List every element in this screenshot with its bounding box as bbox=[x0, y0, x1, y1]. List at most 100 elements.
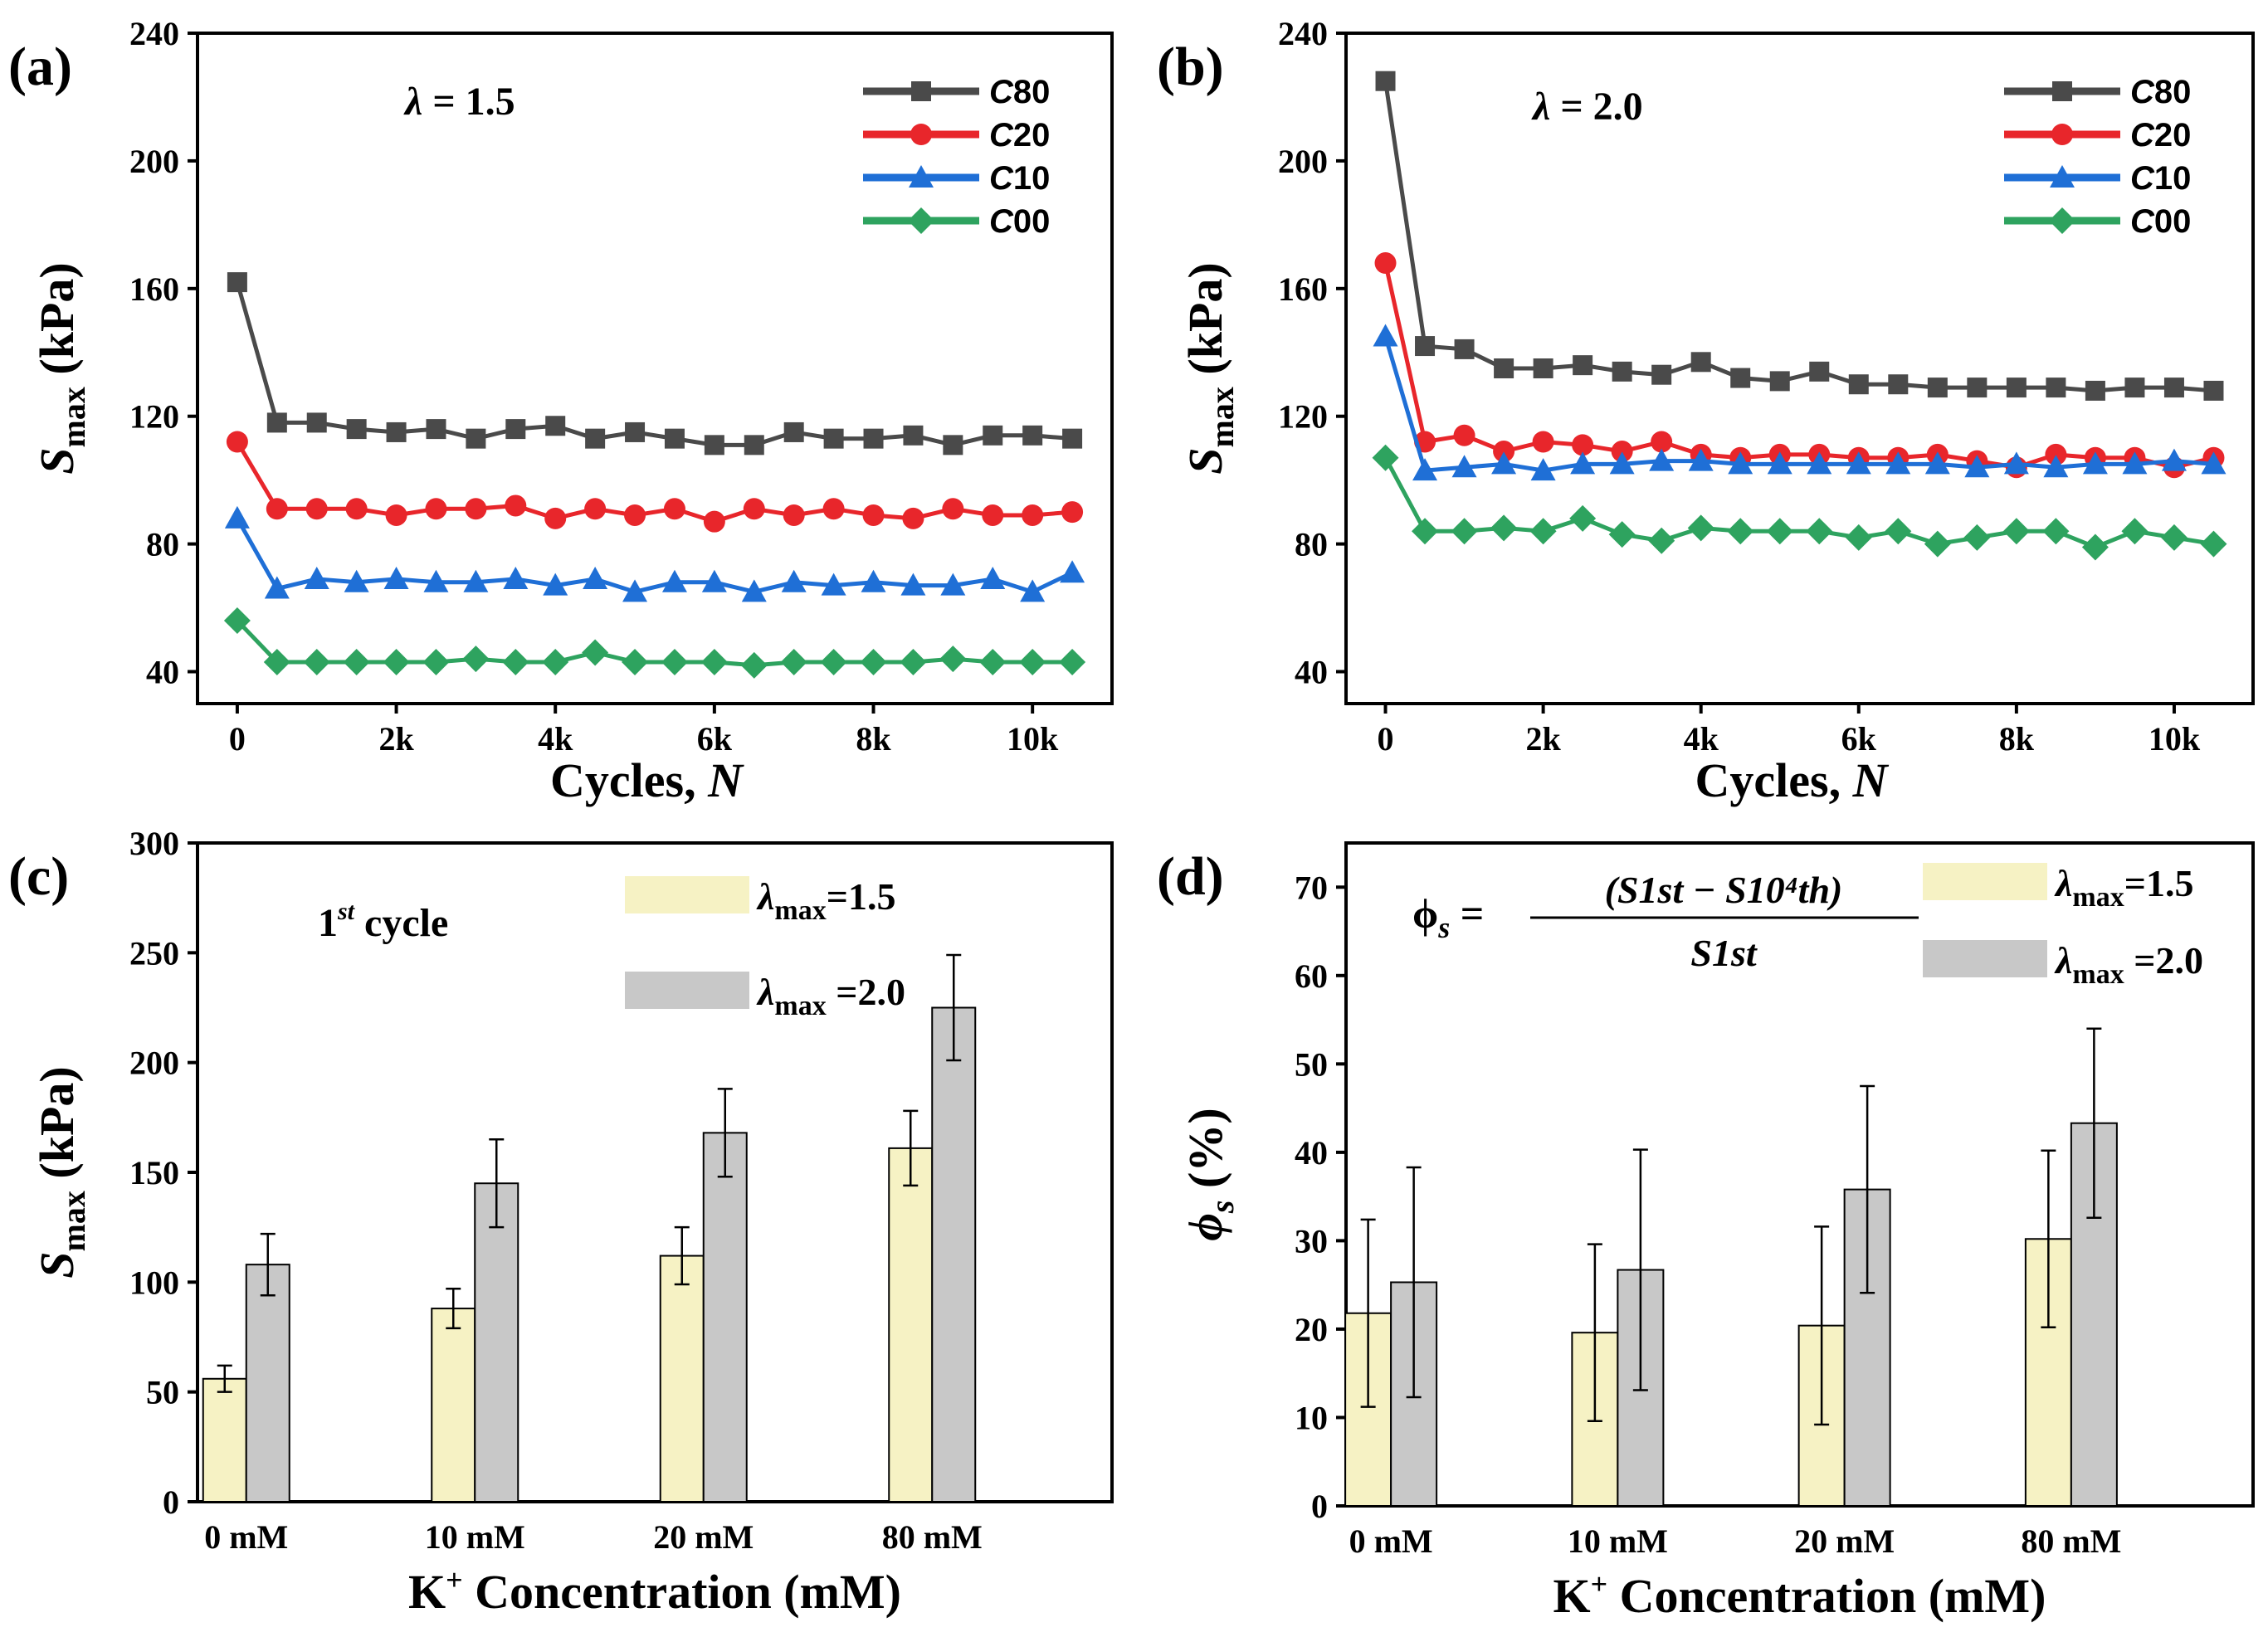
series-line bbox=[235, 517, 1074, 595]
data-point bbox=[1927, 378, 1948, 398]
y-tick-label: 120 bbox=[1278, 398, 1328, 436]
series-line bbox=[235, 441, 1073, 524]
data-point bbox=[2082, 451, 2108, 475]
bar bbox=[659, 1254, 705, 1503]
data-point bbox=[942, 498, 964, 520]
series-C10 bbox=[224, 505, 1085, 602]
data-point bbox=[584, 498, 607, 520]
legend: C80 C20 C10 C00 bbox=[2004, 74, 2191, 240]
formula-numerator: (S1st − S10⁴th) bbox=[1605, 869, 1843, 911]
category-label: 80 mM bbox=[2021, 1522, 2121, 1560]
x-tick-label: 2k bbox=[378, 720, 414, 758]
data-point bbox=[505, 494, 527, 517]
data-point bbox=[1493, 441, 1515, 463]
series-C20 bbox=[226, 431, 1084, 533]
data-point bbox=[1888, 374, 1909, 395]
series-line bbox=[1383, 80, 2214, 393]
category-label: 0 mM bbox=[1349, 1522, 1433, 1560]
data-point bbox=[505, 419, 526, 440]
data-point bbox=[900, 648, 927, 675]
data-point bbox=[979, 648, 1007, 675]
y-tick-label: 160 bbox=[129, 270, 179, 308]
data-point bbox=[1848, 374, 1869, 395]
data-point bbox=[902, 507, 924, 529]
y-axis-title: Smax (kPa) bbox=[30, 1066, 92, 1278]
data-point bbox=[2161, 448, 2187, 471]
data-point bbox=[2201, 451, 2227, 475]
data-point bbox=[304, 566, 329, 589]
data-point bbox=[1727, 518, 1754, 545]
data-point bbox=[780, 648, 807, 675]
data-point bbox=[1608, 521, 1636, 548]
data-point bbox=[1845, 524, 1872, 551]
data-point bbox=[1728, 451, 1753, 475]
legend-marker bbox=[2050, 165, 2075, 188]
data-point bbox=[622, 648, 649, 675]
data-point bbox=[940, 572, 966, 596]
data-point bbox=[305, 498, 328, 520]
data-point bbox=[385, 504, 407, 526]
bar bbox=[702, 1132, 748, 1503]
data-point bbox=[264, 576, 290, 599]
x-tick-label: 4k bbox=[538, 720, 573, 758]
panel-b: 40 80 120 160 200 240 0 2k 4k 6k 8k 10k Cycles, N Sma… bbox=[1157, 15, 2255, 807]
data-point bbox=[1924, 530, 1951, 558]
data-point bbox=[1491, 451, 1517, 475]
y-tick-label: 300 bbox=[129, 825, 179, 862]
category-label: 80 mM bbox=[882, 1518, 983, 1556]
x-tick-label: 2k bbox=[1525, 720, 1561, 758]
data-point bbox=[2122, 451, 2148, 475]
y-tick-label: 50 bbox=[1295, 1045, 1328, 1083]
data-point bbox=[744, 435, 764, 455]
data-point bbox=[544, 507, 567, 529]
data-point bbox=[863, 428, 884, 449]
data-point bbox=[466, 428, 486, 449]
data-point bbox=[663, 498, 685, 520]
data-point bbox=[2203, 380, 2224, 401]
legend-label: C80 bbox=[2130, 74, 2191, 110]
data-point bbox=[465, 498, 487, 520]
data-point bbox=[704, 435, 724, 455]
legend: C80 C20 C10 C00 bbox=[863, 74, 1050, 240]
y-tick-label: 30 bbox=[1295, 1222, 1328, 1259]
legend-marker bbox=[2049, 207, 2075, 234]
data-point bbox=[1372, 444, 1399, 471]
data-point bbox=[2163, 378, 2184, 398]
data-point bbox=[1375, 71, 1396, 91]
series-C20 bbox=[1374, 252, 2225, 479]
bar bbox=[245, 1264, 290, 1503]
data-point bbox=[2124, 378, 2145, 398]
data-point bbox=[306, 412, 327, 433]
data-point bbox=[1809, 361, 1830, 382]
legend-label: λmax=1.5 bbox=[756, 875, 895, 926]
series-C00 bbox=[223, 607, 1086, 679]
data-point bbox=[2085, 380, 2105, 401]
data-point bbox=[980, 566, 1006, 589]
data-point bbox=[545, 416, 566, 436]
data-point bbox=[860, 648, 887, 675]
data-point bbox=[783, 421, 804, 442]
x-axis-title: Cycles, N bbox=[550, 753, 744, 807]
data-point bbox=[2121, 518, 2149, 545]
data-point bbox=[1967, 378, 1988, 398]
bar bbox=[431, 1308, 476, 1503]
x-tick-label: 10k bbox=[1007, 720, 1059, 758]
data-point bbox=[2160, 524, 2188, 551]
data-point bbox=[503, 566, 529, 589]
data-point bbox=[1924, 451, 1950, 475]
data-point bbox=[1062, 428, 1083, 449]
data-point bbox=[903, 425, 924, 446]
x-tick-label: 10k bbox=[2149, 720, 2201, 758]
data-point bbox=[1612, 361, 1632, 382]
y-tick-label: 0 bbox=[163, 1483, 179, 1521]
legend-marker bbox=[2051, 124, 2073, 145]
legend-marker bbox=[911, 81, 931, 101]
panel-d: 0 10 20 30 40 50 60 70 0 mM 10 mM 20 mM 80 mM K+ Con… bbox=[1157, 841, 2255, 1623]
data-point bbox=[1494, 358, 1514, 378]
legend: λmax=1.5 λmax =2.0 bbox=[625, 875, 905, 1021]
data-point bbox=[224, 505, 250, 529]
series-C10 bbox=[1373, 324, 2227, 481]
data-point bbox=[1807, 451, 1832, 475]
data-point bbox=[862, 504, 885, 526]
